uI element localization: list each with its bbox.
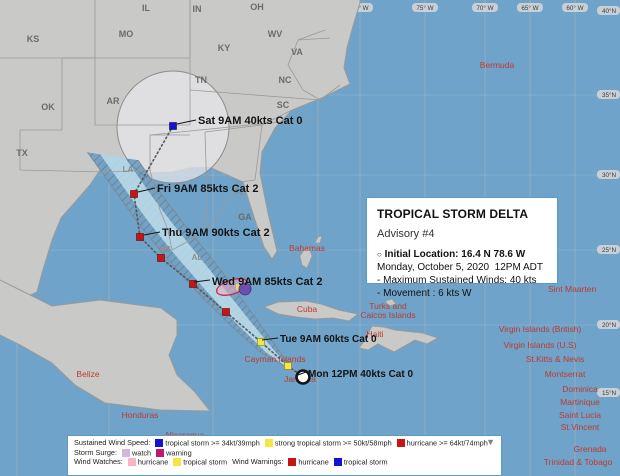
svg-text:OH: OH — [250, 2, 264, 12]
svg-text:20°N: 20°N — [602, 321, 617, 329]
svg-text:Honduras: Honduras — [122, 410, 159, 420]
svg-text:St.Kitts & Nevis: St.Kitts & Nevis — [526, 354, 585, 364]
svg-text:Sint Maarten: Sint Maarten — [548, 284, 596, 294]
svg-text:VA: VA — [291, 47, 303, 57]
svg-text:Dominica: Dominica — [562, 384, 598, 394]
svg-text:35°N: 35°N — [602, 91, 617, 99]
svg-text:Sat 9AM 40kts Cat 0: Sat 9AM 40kts Cat 0 — [198, 115, 303, 127]
svg-text:OK: OK — [41, 102, 55, 112]
svg-text:Cuba: Cuba — [297, 304, 318, 314]
svg-text:Tue 9AM 60kts Cat 0: Tue 9AM 60kts Cat 0 — [280, 334, 377, 345]
svg-text:IL: IL — [142, 3, 151, 13]
svg-text:Fri 9AM 85kts Cat 2: Fri 9AM 85kts Cat 2 — [157, 183, 258, 195]
svg-text:Martinique: Martinique — [560, 397, 600, 407]
svg-text:30°N: 30°N — [602, 171, 617, 179]
svg-text:Montserrat: Montserrat — [545, 369, 586, 379]
svg-text:75° W: 75° W — [416, 4, 433, 12]
svg-text:Virgin Islands (British): Virgin Islands (British) — [499, 324, 582, 334]
svg-text:TX: TX — [16, 148, 28, 158]
svg-text:Saint Lucia: Saint Lucia — [559, 410, 601, 420]
svg-text:Belize: Belize — [76, 369, 99, 379]
svg-text:MS: MS — [159, 245, 172, 254]
svg-text:St.Vincent: St.Vincent — [561, 422, 600, 432]
svg-text:Thu 9AM 90kts Cat 2: Thu 9AM 90kts Cat 2 — [162, 227, 270, 239]
svg-text:KS: KS — [27, 34, 40, 44]
svg-text:IN: IN — [193, 4, 202, 14]
svg-text:Grenada: Grenada — [573, 444, 606, 454]
svg-text:Virgin Islands (U.S): Virgin Islands (U.S) — [503, 340, 576, 350]
svg-text:LA: LA — [123, 165, 134, 174]
svg-text:SC: SC — [277, 100, 290, 110]
svg-text:Trinidad & Tobago: Trinidad & Tobago — [544, 457, 613, 467]
svg-text:WV: WV — [268, 29, 283, 39]
svg-text:AL: AL — [192, 253, 203, 262]
svg-text:Bahamas: Bahamas — [289, 243, 325, 253]
svg-text:Bermuda: Bermuda — [480, 60, 515, 70]
svg-text:GA: GA — [238, 212, 252, 222]
svg-text:AR: AR — [107, 96, 120, 106]
svg-text:Caicos Islands: Caicos Islands — [360, 310, 415, 320]
svg-text:NC: NC — [279, 75, 292, 85]
svg-text:15°N: 15°N — [602, 389, 617, 397]
svg-text:KY: KY — [218, 43, 231, 53]
svg-text:65° W: 65° W — [521, 4, 538, 12]
svg-text:60° W: 60° W — [566, 4, 583, 12]
svg-text:TN: TN — [195, 75, 207, 85]
svg-text:70° W: 70° W — [476, 4, 493, 12]
svg-text:Wed 9AM 85kts Cat 2: Wed 9AM 85kts Cat 2 — [212, 276, 322, 288]
svg-text:40°N: 40°N — [602, 7, 617, 15]
svg-text:Mon 12PM 40kts Cat 0: Mon 12PM 40kts Cat 0 — [308, 369, 413, 380]
svg-text:25°N: 25°N — [602, 246, 617, 254]
svg-text:MO: MO — [119, 29, 134, 39]
